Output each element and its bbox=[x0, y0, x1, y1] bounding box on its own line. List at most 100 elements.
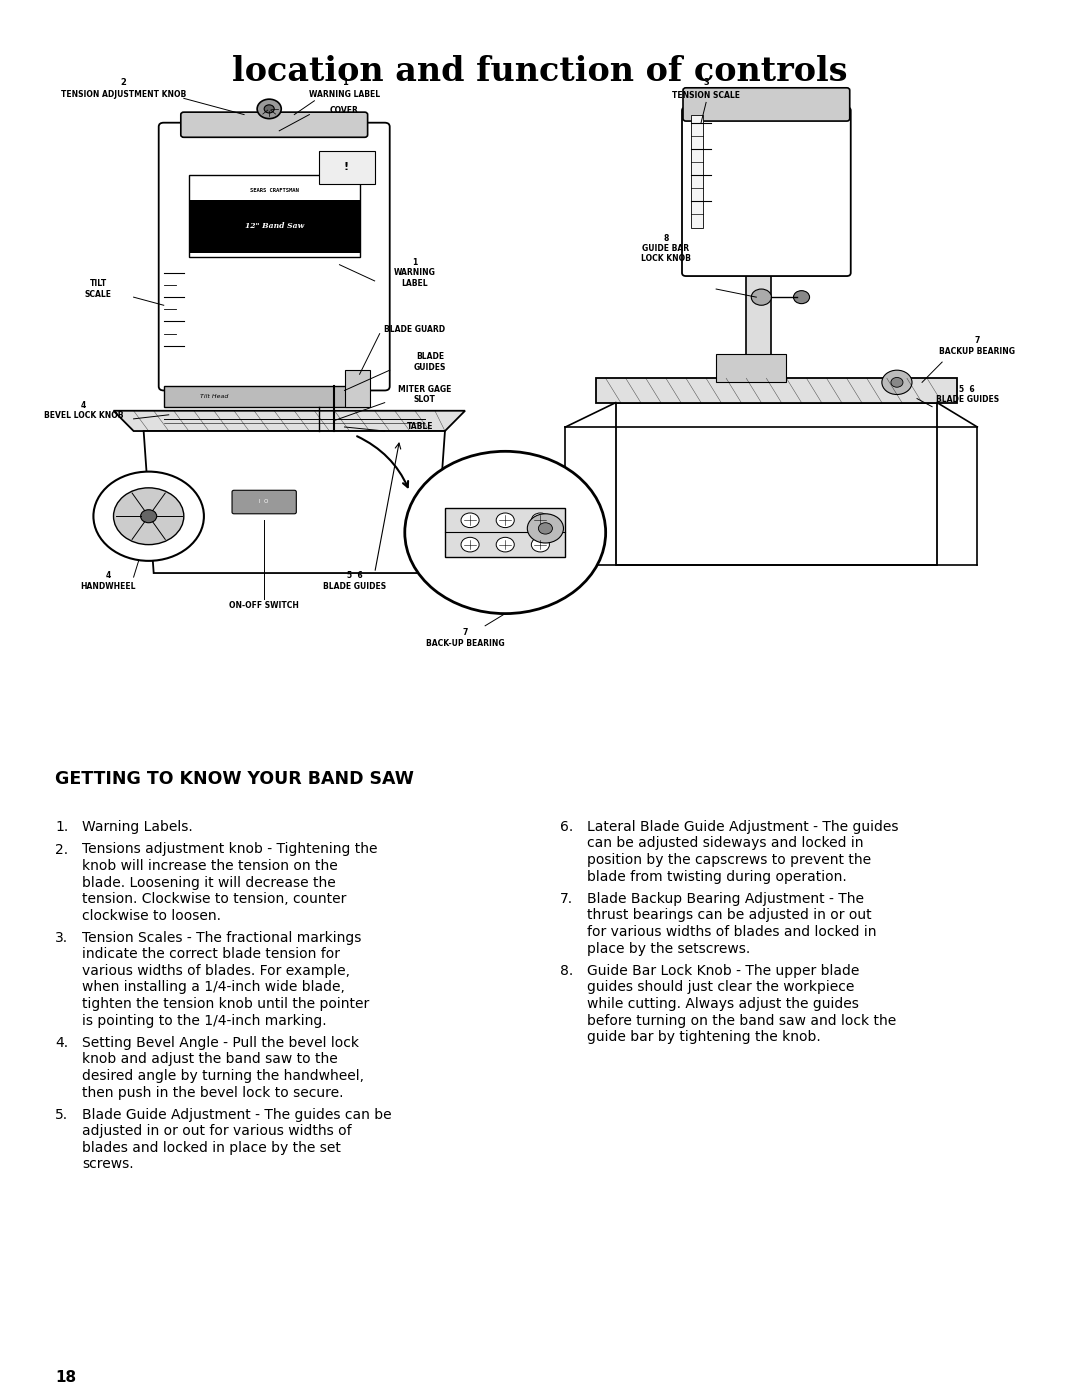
Text: location and function of controls: location and function of controls bbox=[232, 55, 848, 88]
Text: 3.: 3. bbox=[55, 930, 68, 944]
Text: while cutting. Always adjust the guides: while cutting. Always adjust the guides bbox=[588, 997, 859, 1011]
Text: BLADE
GUIDES: BLADE GUIDES bbox=[414, 353, 446, 372]
Text: is pointing to the 1/4-inch marking.: is pointing to the 1/4-inch marking. bbox=[82, 1013, 326, 1027]
Circle shape bbox=[891, 378, 903, 388]
Circle shape bbox=[405, 452, 606, 614]
Text: thrust bearings can be adjusted in or out: thrust bearings can be adjusted in or ou… bbox=[588, 908, 872, 922]
FancyBboxPatch shape bbox=[320, 151, 375, 183]
Text: Tensions adjustment knob - Tightening the: Tensions adjustment knob - Tightening th… bbox=[82, 842, 378, 856]
Text: knob and adjust the band saw to the: knob and adjust the band saw to the bbox=[82, 1052, 338, 1066]
Text: when installing a 1/4-inch wide blade,: when installing a 1/4-inch wide blade, bbox=[82, 981, 345, 995]
Circle shape bbox=[752, 290, 771, 305]
Circle shape bbox=[531, 513, 550, 527]
Text: 1: 1 bbox=[341, 77, 348, 87]
Text: Tension Scales - The fractional markings: Tension Scales - The fractional markings bbox=[82, 930, 362, 944]
Text: TILT
SCALE: TILT SCALE bbox=[85, 280, 112, 299]
Text: I  O: I O bbox=[259, 499, 269, 504]
Text: guides should just clear the workpiece: guides should just clear the workpiece bbox=[588, 981, 854, 995]
Text: Setting Bevel Angle - Pull the bevel lock: Setting Bevel Angle - Pull the bevel loc… bbox=[82, 1037, 359, 1051]
FancyBboxPatch shape bbox=[345, 371, 369, 407]
FancyBboxPatch shape bbox=[164, 386, 365, 407]
Text: 2.: 2. bbox=[55, 842, 68, 856]
FancyBboxPatch shape bbox=[159, 123, 390, 390]
Text: 5  6
BLADE GUIDES: 5 6 BLADE GUIDES bbox=[323, 571, 387, 590]
Text: MITER GAGE
SLOT: MITER GAGE SLOT bbox=[399, 385, 451, 404]
FancyBboxPatch shape bbox=[681, 108, 851, 276]
Circle shape bbox=[140, 509, 157, 523]
Text: BLADE GUARD: BLADE GUARD bbox=[384, 325, 445, 334]
Text: can be adjusted sideways and locked in: can be adjusted sideways and locked in bbox=[588, 837, 864, 851]
Text: TENSION SCALE: TENSION SCALE bbox=[672, 91, 740, 101]
Polygon shape bbox=[144, 431, 445, 574]
Text: 1
WARNING
LABEL: 1 WARNING LABEL bbox=[394, 257, 435, 288]
Circle shape bbox=[461, 537, 480, 553]
FancyBboxPatch shape bbox=[232, 490, 296, 513]
Text: 3: 3 bbox=[703, 77, 708, 87]
Text: indicate the correct blade tension for: indicate the correct blade tension for bbox=[82, 947, 340, 961]
Text: 4
HANDWHEEL: 4 HANDWHEEL bbox=[81, 571, 136, 590]
Text: 7
BACK-UP BEARING: 7 BACK-UP BEARING bbox=[426, 628, 504, 648]
FancyBboxPatch shape bbox=[683, 88, 850, 122]
Text: Lateral Blade Guide Adjustment - The guides: Lateral Blade Guide Adjustment - The gui… bbox=[588, 820, 899, 834]
Text: position by the capscrews to prevent the: position by the capscrews to prevent the bbox=[588, 853, 872, 867]
Text: GETTING TO KNOW YOUR BAND SAW: GETTING TO KNOW YOUR BAND SAW bbox=[55, 769, 414, 788]
Polygon shape bbox=[113, 411, 465, 431]
Polygon shape bbox=[596, 378, 957, 403]
FancyBboxPatch shape bbox=[616, 403, 937, 565]
Text: Warning Labels.: Warning Labels. bbox=[82, 820, 192, 834]
Text: blade. Loosening it will decrease the: blade. Loosening it will decrease the bbox=[82, 876, 336, 890]
Text: before turning on the band saw and lock the: before turning on the band saw and lock … bbox=[588, 1013, 896, 1027]
Text: place by the setscrews.: place by the setscrews. bbox=[588, 942, 751, 956]
Text: tighten the tension knob until the pointer: tighten the tension knob until the point… bbox=[82, 997, 369, 1011]
Circle shape bbox=[265, 105, 274, 113]
Text: SEARS CRAFTSMAN: SEARS CRAFTSMAN bbox=[249, 187, 298, 193]
Circle shape bbox=[538, 523, 553, 534]
Text: 12" Band Saw: 12" Band Saw bbox=[244, 222, 303, 229]
Text: guide bar by tightening the knob.: guide bar by tightening the knob. bbox=[588, 1030, 821, 1044]
Text: Blade Guide Adjustment - The guides can be: Blade Guide Adjustment - The guides can … bbox=[82, 1108, 392, 1122]
Text: COVER: COVER bbox=[330, 106, 359, 115]
Text: 4.: 4. bbox=[55, 1037, 68, 1051]
Circle shape bbox=[113, 488, 184, 544]
FancyBboxPatch shape bbox=[189, 175, 360, 256]
FancyBboxPatch shape bbox=[445, 508, 566, 557]
Text: blades and locked in place by the set: blades and locked in place by the set bbox=[82, 1142, 341, 1156]
Text: WARNING LABEL: WARNING LABEL bbox=[309, 90, 380, 99]
FancyBboxPatch shape bbox=[746, 111, 771, 378]
Circle shape bbox=[496, 537, 514, 553]
Text: blade from twisting during operation.: blade from twisting during operation. bbox=[588, 870, 847, 884]
Text: Tilt Head: Tilt Head bbox=[200, 393, 228, 399]
Text: ON-OFF SWITCH: ON-OFF SWITCH bbox=[229, 602, 299, 610]
Text: various widths of blades. For example,: various widths of blades. For example, bbox=[82, 964, 350, 978]
Text: Blade Backup Bearing Adjustment - The: Blade Backup Bearing Adjustment - The bbox=[588, 893, 864, 907]
Text: for various widths of blades and locked in: for various widths of blades and locked … bbox=[588, 925, 877, 939]
Text: 5.: 5. bbox=[55, 1108, 68, 1122]
Circle shape bbox=[882, 371, 912, 395]
Circle shape bbox=[257, 99, 281, 119]
Text: 8.: 8. bbox=[561, 964, 573, 978]
Circle shape bbox=[794, 291, 810, 304]
Text: !: ! bbox=[343, 162, 349, 172]
Text: 7
BACKUP BEARING: 7 BACKUP BEARING bbox=[940, 336, 1015, 355]
Text: 7.: 7. bbox=[561, 893, 573, 907]
Text: 18: 18 bbox=[55, 1370, 76, 1385]
Text: 4
BEVEL LOCK KNOB: 4 BEVEL LOCK KNOB bbox=[43, 402, 123, 421]
Text: TABLE: TABLE bbox=[406, 422, 433, 431]
Text: then push in the bevel lock to secure.: then push in the bevel lock to secure. bbox=[82, 1086, 343, 1100]
FancyBboxPatch shape bbox=[691, 115, 703, 228]
Circle shape bbox=[461, 513, 480, 527]
Text: adjusted in or out for various widths of: adjusted in or out for various widths of bbox=[82, 1125, 352, 1139]
Text: screws.: screws. bbox=[82, 1157, 134, 1171]
Text: desired angle by turning the handwheel,: desired angle by turning the handwheel, bbox=[82, 1069, 364, 1083]
FancyBboxPatch shape bbox=[189, 200, 360, 253]
Circle shape bbox=[531, 537, 550, 553]
Text: tension. Clockwise to tension, counter: tension. Clockwise to tension, counter bbox=[82, 893, 347, 907]
Circle shape bbox=[527, 513, 564, 543]
FancyBboxPatch shape bbox=[180, 112, 367, 137]
Text: 5  6
BLADE GUIDES: 5 6 BLADE GUIDES bbox=[935, 385, 999, 404]
Text: knob will increase the tension on the: knob will increase the tension on the bbox=[82, 859, 338, 873]
Text: clockwise to loosen.: clockwise to loosen. bbox=[82, 908, 221, 922]
Text: 1.: 1. bbox=[55, 820, 68, 834]
Circle shape bbox=[496, 513, 514, 527]
Text: Guide Bar Lock Knob - The upper blade: Guide Bar Lock Knob - The upper blade bbox=[588, 964, 860, 978]
